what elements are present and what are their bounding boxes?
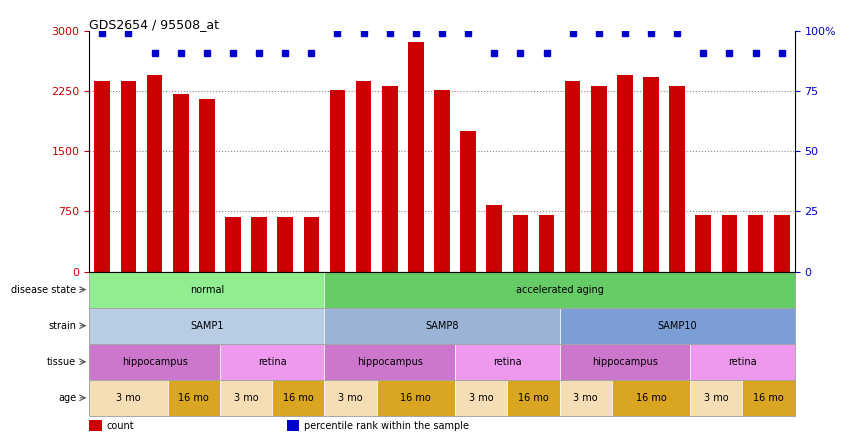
Bar <box>173 94 189 272</box>
FancyBboxPatch shape <box>377 380 455 416</box>
Bar <box>277 217 293 272</box>
FancyBboxPatch shape <box>325 380 377 416</box>
FancyBboxPatch shape <box>559 308 795 344</box>
Text: accelerated aging: accelerated aging <box>516 285 603 295</box>
Text: hippocampus: hippocampus <box>122 357 188 367</box>
FancyBboxPatch shape <box>325 308 559 344</box>
Text: normal: normal <box>190 285 224 295</box>
Bar <box>303 217 320 272</box>
Text: tissue: tissue <box>47 357 76 367</box>
Bar <box>330 91 345 272</box>
Bar <box>591 86 607 272</box>
Text: SAMP10: SAMP10 <box>657 321 697 331</box>
Text: strain: strain <box>48 321 76 331</box>
Text: 3 mo: 3 mo <box>116 393 141 403</box>
FancyBboxPatch shape <box>220 380 272 416</box>
Text: hippocampus: hippocampus <box>592 357 658 367</box>
Bar <box>513 215 528 272</box>
Bar <box>774 215 790 272</box>
Bar <box>617 75 632 272</box>
Bar <box>461 131 476 272</box>
Bar <box>356 81 371 272</box>
Bar <box>225 217 241 272</box>
Text: retina: retina <box>258 357 286 367</box>
Text: hippocampus: hippocampus <box>357 357 422 367</box>
Bar <box>434 91 450 272</box>
Text: 16 mo: 16 mo <box>400 393 431 403</box>
Bar <box>94 81 110 272</box>
FancyBboxPatch shape <box>612 380 690 416</box>
FancyBboxPatch shape <box>89 308 325 344</box>
FancyBboxPatch shape <box>272 380 325 416</box>
Bar <box>121 81 136 272</box>
FancyBboxPatch shape <box>559 380 612 416</box>
FancyBboxPatch shape <box>559 344 690 380</box>
Text: 3 mo: 3 mo <box>574 393 598 403</box>
Bar <box>722 215 737 272</box>
Bar <box>643 77 659 272</box>
Text: SAMP1: SAMP1 <box>190 321 224 331</box>
FancyBboxPatch shape <box>325 344 455 380</box>
Bar <box>669 87 685 272</box>
Text: 16 mo: 16 mo <box>178 393 209 403</box>
Text: 3 mo: 3 mo <box>469 393 494 403</box>
Text: 16 mo: 16 mo <box>636 393 666 403</box>
Text: percentile rank within the sample: percentile rank within the sample <box>304 420 469 431</box>
FancyBboxPatch shape <box>690 380 743 416</box>
FancyBboxPatch shape <box>220 344 325 380</box>
Text: GDS2654 / 95508_at: GDS2654 / 95508_at <box>89 18 219 31</box>
Text: 16 mo: 16 mo <box>283 393 314 403</box>
Bar <box>539 215 554 272</box>
Bar <box>382 87 398 272</box>
Text: retina: retina <box>728 357 756 367</box>
Text: 3 mo: 3 mo <box>234 393 258 403</box>
FancyBboxPatch shape <box>89 380 167 416</box>
FancyBboxPatch shape <box>507 380 559 416</box>
Text: 3 mo: 3 mo <box>338 393 363 403</box>
Text: disease state: disease state <box>11 285 76 295</box>
Bar <box>89 420 102 431</box>
FancyBboxPatch shape <box>690 344 795 380</box>
Bar <box>252 217 267 272</box>
Text: 16 mo: 16 mo <box>518 393 549 403</box>
Text: retina: retina <box>493 357 522 367</box>
Bar <box>199 99 215 272</box>
FancyBboxPatch shape <box>89 344 220 380</box>
FancyBboxPatch shape <box>89 272 325 308</box>
Bar <box>286 420 299 431</box>
FancyBboxPatch shape <box>167 380 220 416</box>
FancyBboxPatch shape <box>455 380 507 416</box>
FancyBboxPatch shape <box>743 380 795 416</box>
Bar <box>695 215 711 272</box>
Text: count: count <box>107 420 134 431</box>
Bar <box>408 41 423 272</box>
Bar <box>147 75 162 272</box>
Text: 16 mo: 16 mo <box>753 393 784 403</box>
Bar <box>564 81 581 272</box>
Text: age: age <box>58 393 76 403</box>
FancyBboxPatch shape <box>325 272 795 308</box>
Bar <box>748 215 763 272</box>
Text: 3 mo: 3 mo <box>704 393 728 403</box>
Bar <box>486 205 502 272</box>
Text: SAMP8: SAMP8 <box>425 321 459 331</box>
FancyBboxPatch shape <box>455 344 559 380</box>
